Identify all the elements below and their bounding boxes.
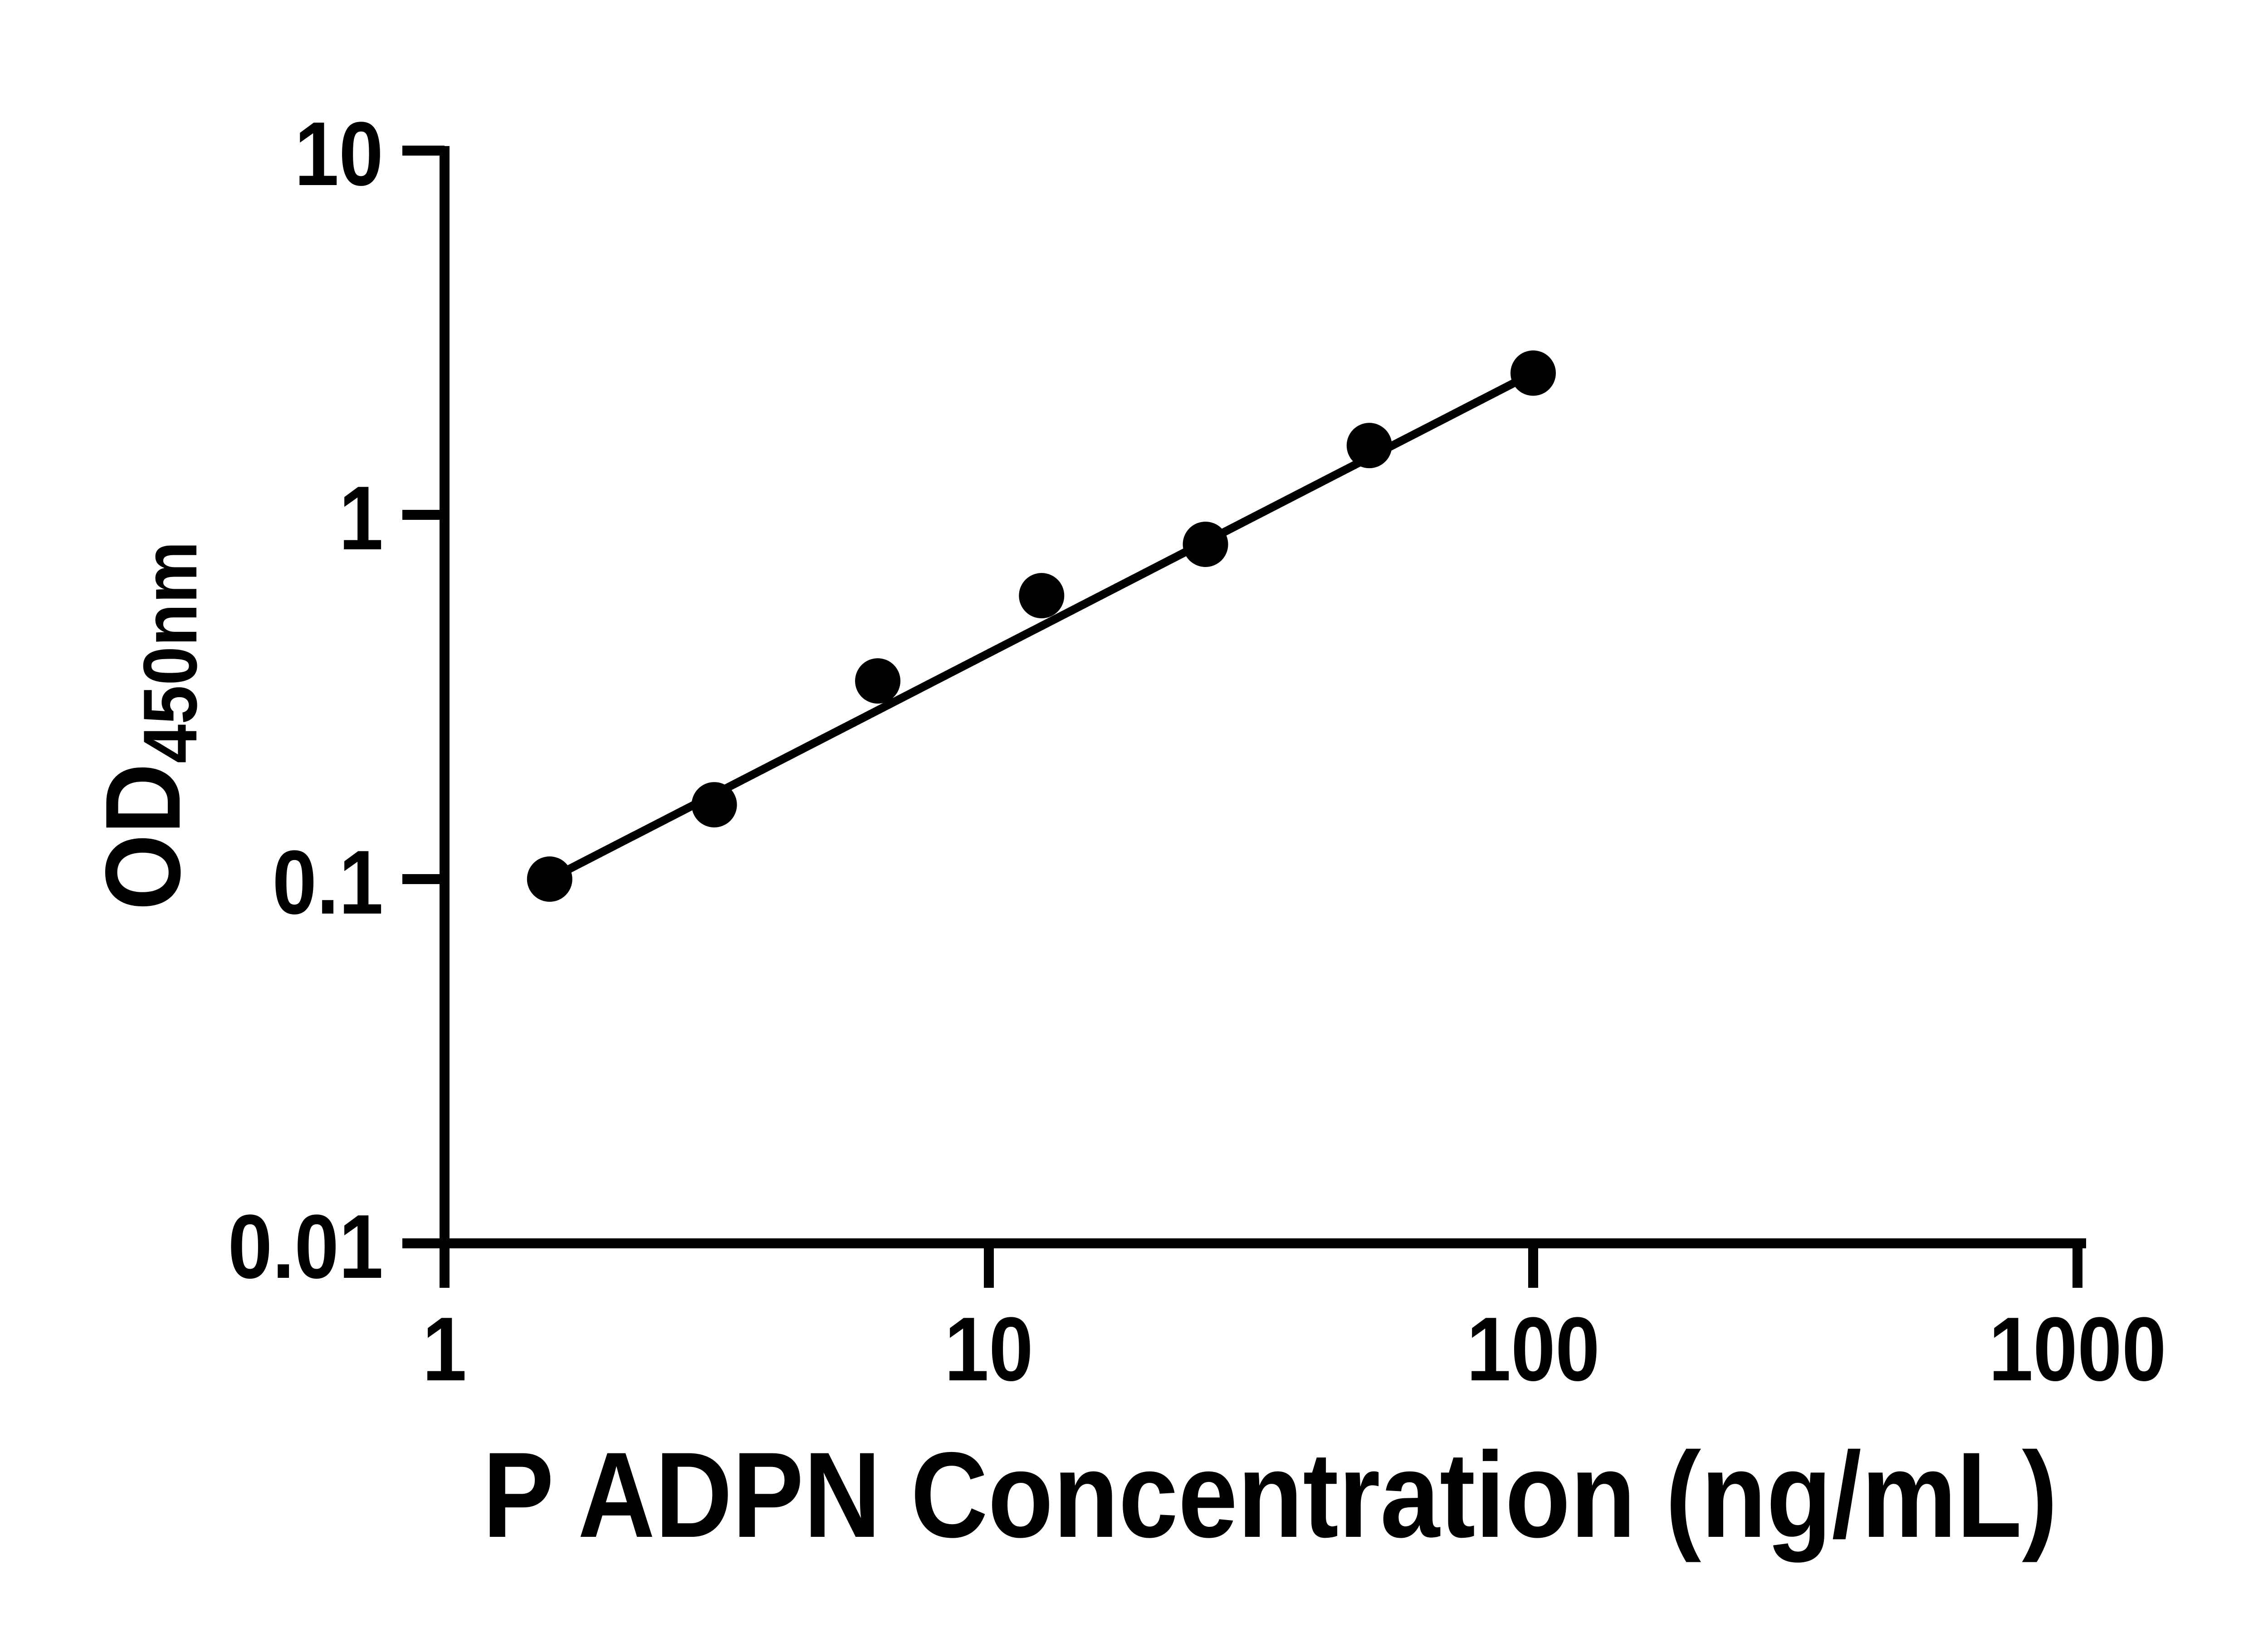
y-axis-title: OD450nm [83,541,224,910]
x-tick-label-10: 10 [944,1299,1033,1400]
y-tick-label-1: 1 [339,468,383,569]
data-point-marker [1346,423,1392,469]
y-tick-label-0.01: 0.01 [228,1196,383,1297]
y-axis-title-main: OD [83,763,203,911]
x-tick-label-1000: 1000 [1989,1299,2166,1400]
data-point-marker [691,782,737,828]
y-tick-label-10: 10 [294,103,383,205]
data-point-marker [855,658,901,704]
data-point-marker [1183,521,1228,567]
data-point-marker [527,856,572,902]
x-tick-label-100: 100 [1466,1299,1600,1400]
data-point-marker [1019,573,1065,619]
y-tick-label-0.1: 0.1 [272,832,383,933]
data-point-marker [1510,350,1556,396]
x-tick-label-1: 1 [422,1299,467,1400]
y-axis-title-subscript: 450nm [127,541,213,763]
x-axis-title: P ADPN Concentration (ng/mL) [483,1427,2058,1563]
